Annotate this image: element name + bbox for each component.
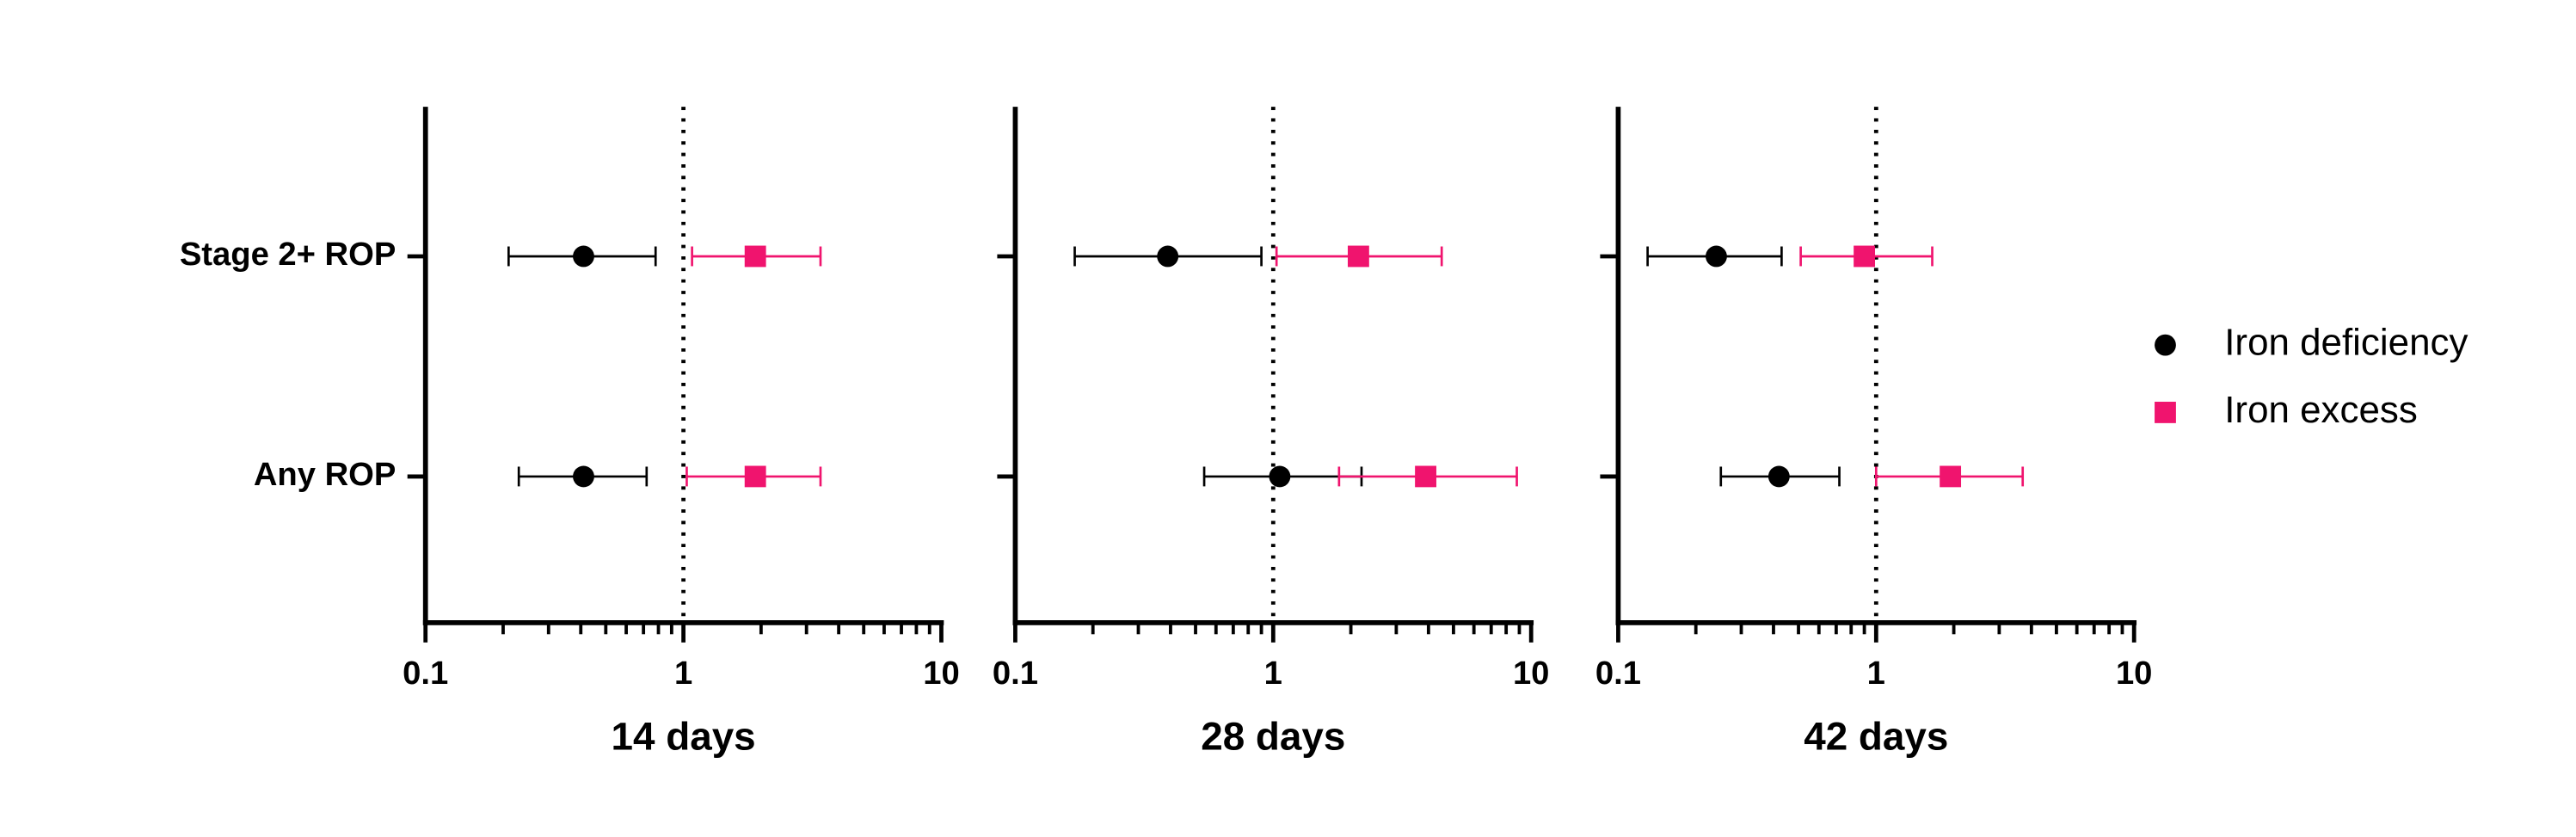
point-estimate [744,465,766,488]
legend-marker [2155,402,2176,423]
point-estimate [1415,465,1436,488]
point-estimate [1269,465,1291,488]
legend-marker [2155,334,2176,356]
x-axis-label: 14 days [612,715,756,759]
x-tick-label: 1 [1264,655,1282,692]
x-tick-label: 1 [674,655,692,692]
x-axis-label: 42 days [1804,715,1948,759]
point-estimate [1854,245,1876,268]
x-tick-label: 0.1 [403,655,448,692]
x-tick-label: 10 [1513,655,1549,692]
x-tick-label: 0.1 [1595,655,1641,692]
point-estimate [1347,245,1369,268]
point-estimate [1768,465,1790,488]
point-estimate [573,465,594,488]
point-estimate [1706,245,1727,268]
category-label: Any ROP [254,456,397,493]
x-tick-label: 10 [2116,655,2152,692]
point-estimate [1157,245,1179,268]
legend-label: Iron excess [2224,389,2418,431]
x-tick-label: 1 [1867,655,1885,692]
x-axis-label: 28 days [1201,715,1345,759]
point-estimate [1940,465,1962,488]
x-tick-label: 0.1 [993,655,1038,692]
point-estimate [744,245,766,268]
point-estimate [573,245,594,268]
x-tick-label: 10 [923,655,959,692]
legend-label: Iron deficiency [2224,322,2468,364]
category-label: Stage 2+ ROP [180,236,397,273]
